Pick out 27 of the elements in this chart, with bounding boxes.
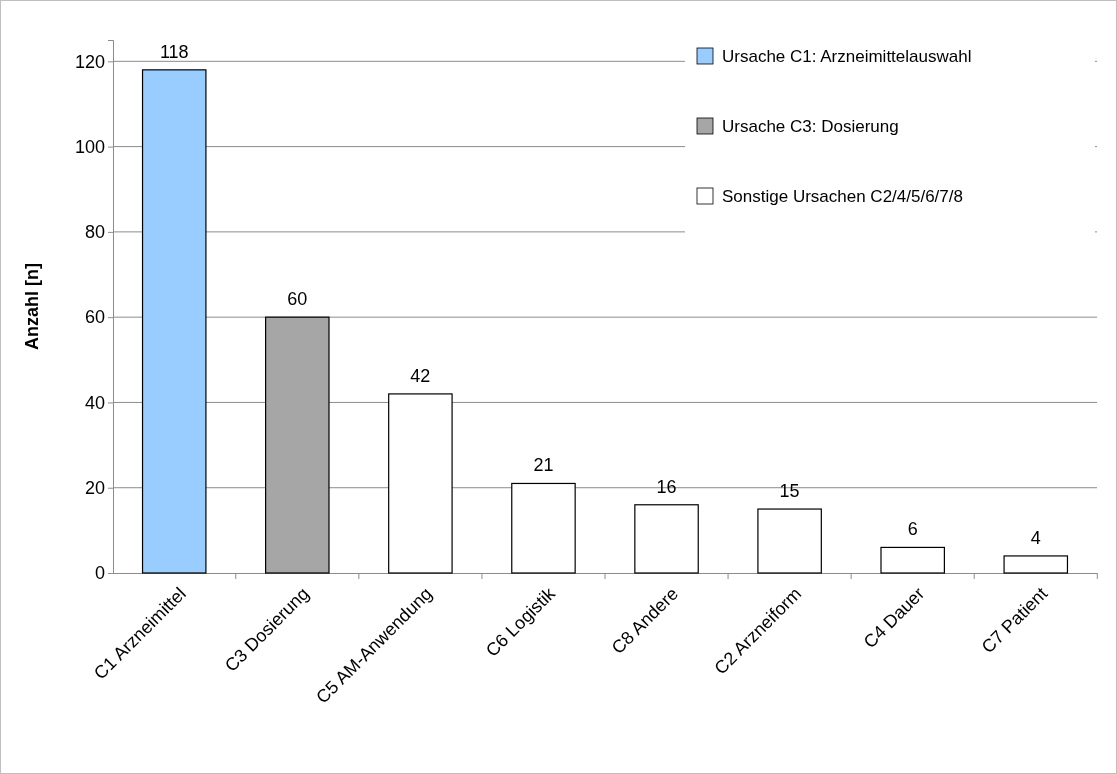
- bar: [1003, 555, 1069, 574]
- data-label: 21: [533, 455, 554, 476]
- legend-label: Ursache C3: Dosierung: [722, 117, 899, 136]
- data-label: 60: [287, 289, 308, 310]
- bar: [757, 508, 822, 574]
- bar: [388, 393, 453, 574]
- data-label: 6: [907, 519, 918, 540]
- bar: [141, 69, 207, 574]
- y-tick-label: 100: [74, 136, 105, 157]
- bar: [265, 316, 330, 574]
- bar: [880, 546, 945, 574]
- data-label: 42: [410, 365, 431, 386]
- data-label: 4: [1030, 527, 1041, 548]
- data-label: 118: [159, 41, 189, 62]
- bar: [511, 482, 576, 574]
- y-tick-label: 40: [84, 392, 105, 413]
- legend-label: Sonstige Ursachen C2/4/5/6/7/8: [722, 187, 963, 206]
- y-tick-label: 60: [84, 307, 105, 328]
- bar: [634, 504, 699, 574]
- y-tick-label: 120: [74, 51, 105, 72]
- y-tick-label: 0: [94, 563, 105, 584]
- y-tick-label: 80: [84, 222, 105, 243]
- data-label: 15: [779, 481, 800, 502]
- legend-label: Ursache C1: Arzneimittelauswahl: [722, 47, 972, 66]
- y-tick-label: 20: [84, 477, 105, 498]
- y-axis-title: Anzahl [n]: [22, 263, 42, 350]
- data-label: 16: [656, 476, 677, 497]
